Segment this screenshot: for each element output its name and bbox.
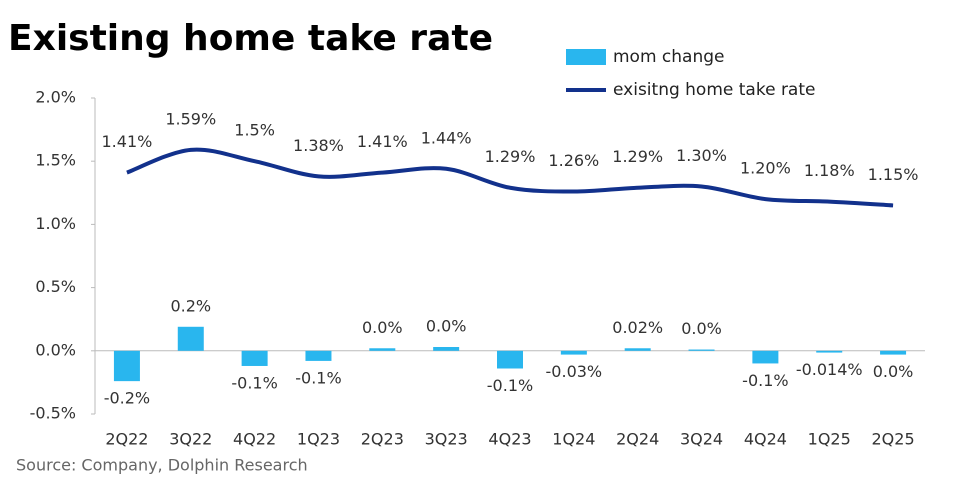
- line-label: 1.44%: [421, 128, 472, 147]
- legend-label: mom change: [613, 47, 725, 67]
- line-label: 1.41%: [102, 132, 153, 151]
- bar-label: 0.02%: [612, 318, 663, 337]
- x-tick-label: 1Q23: [297, 430, 340, 449]
- bar: [688, 349, 715, 351]
- x-tick-label: 4Q22: [233, 430, 276, 449]
- bar: [305, 350, 332, 361]
- line-label: 1.5%: [234, 121, 275, 140]
- line-label: 1.29%: [485, 147, 536, 166]
- bar: [560, 350, 587, 355]
- bar: [624, 348, 651, 351]
- x-tick-label: 4Q23: [488, 430, 531, 449]
- y-tick-label: 0.0%: [35, 340, 76, 359]
- bar: [816, 350, 843, 353]
- line-label: 1.18%: [804, 161, 855, 180]
- x-tick-label: 1Q25: [808, 430, 851, 449]
- x-tick-label: 3Q23: [425, 430, 468, 449]
- bar-label: 0.2%: [170, 296, 211, 315]
- bar-label: -0.2%: [104, 389, 150, 408]
- x-tick-label: 4Q24: [744, 430, 787, 449]
- bar: [433, 347, 460, 351]
- y-tick-label: 1.0%: [35, 214, 76, 233]
- chart-title: Existing home take rate: [8, 18, 493, 59]
- x-tick-label: 3Q24: [680, 430, 723, 449]
- bar: [177, 326, 204, 351]
- line-label: 1.38%: [293, 136, 344, 155]
- x-tick-label: 1Q24: [552, 430, 595, 449]
- y-tick-label: -0.5%: [30, 404, 76, 423]
- bar: [497, 350, 523, 369]
- y-tick-label: 2.0%: [35, 88, 76, 107]
- bar-label: 0.0%: [873, 362, 914, 381]
- legend-swatch: [566, 49, 606, 65]
- line-label: 1.29%: [612, 147, 663, 166]
- bar-label: -0.1%: [231, 373, 277, 392]
- x-tick-label: 2Q22: [105, 430, 148, 449]
- line-label: 1.26%: [548, 151, 599, 170]
- bar: [752, 350, 779, 364]
- bar: [241, 350, 268, 366]
- bar-label: -0.03%: [546, 362, 603, 381]
- x-tick-label: 2Q24: [616, 430, 659, 449]
- source-note: Source: Company, Dolphin Research: [16, 456, 308, 475]
- legend-label: exisitng home take rate: [613, 80, 815, 100]
- y-tick-label: 1.5%: [35, 151, 76, 170]
- bar: [880, 350, 907, 355]
- line-label: 1.59%: [165, 109, 216, 128]
- x-tick-label: 2Q23: [361, 430, 404, 449]
- bar-label: 0.0%: [362, 318, 403, 337]
- bar-label: -0.014%: [796, 360, 863, 379]
- line-label: 1.15%: [868, 165, 919, 184]
- bar: [369, 348, 396, 351]
- line-label: 1.20%: [740, 159, 791, 178]
- line: [126, 147, 894, 208]
- bar-label: 0.0%: [681, 319, 722, 338]
- bar-label: 0.0%: [426, 317, 467, 336]
- bar-label: -0.1%: [295, 368, 341, 387]
- y-tick-label: 0.5%: [35, 277, 76, 296]
- bar-label: -0.1%: [742, 371, 788, 390]
- x-tick-label: 3Q22: [169, 430, 212, 449]
- x-tick-label: 2Q25: [872, 430, 915, 449]
- line-label: 1.41%: [357, 132, 408, 151]
- line-label: 1.30%: [676, 146, 727, 165]
- bar-label: -0.1%: [487, 376, 533, 395]
- bar: [113, 350, 140, 382]
